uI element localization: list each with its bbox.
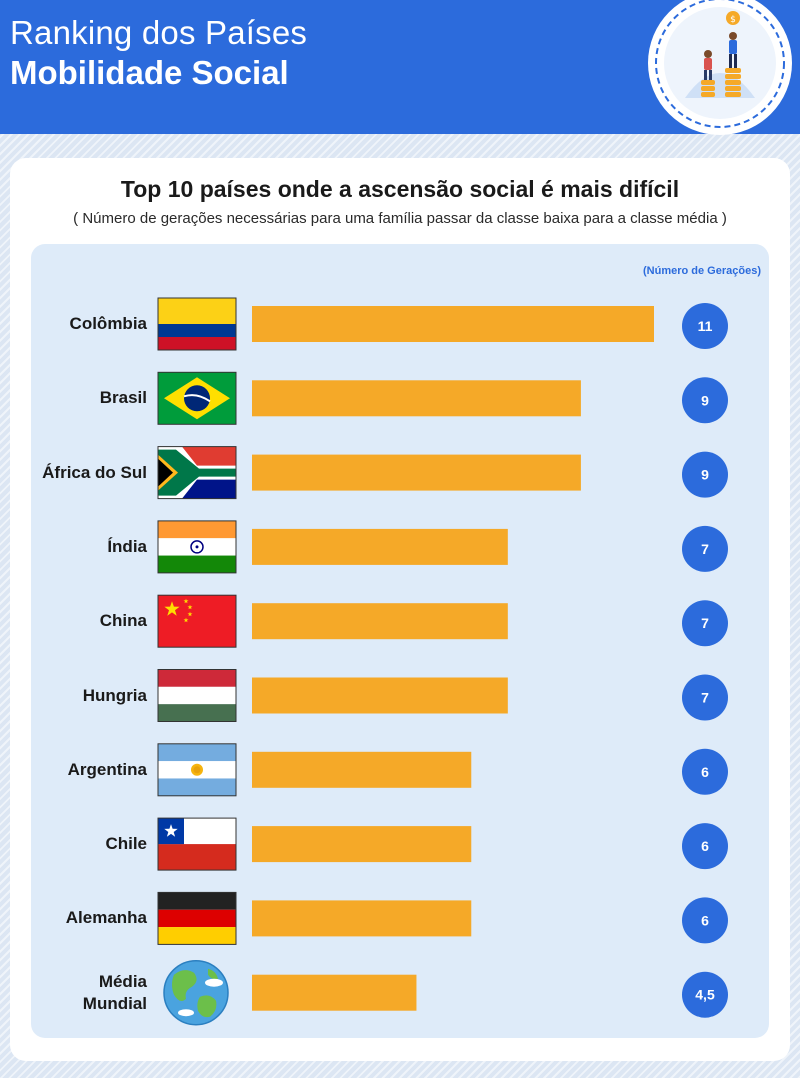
argentina-flag: [157, 743, 237, 797]
value-label: 9: [701, 467, 709, 483]
india-flag: [157, 520, 237, 574]
value-label: 9: [701, 392, 709, 408]
category-label: Colômbia: [69, 314, 147, 333]
bar: [252, 751, 472, 788]
value-circle: [682, 303, 728, 349]
value-label: 7: [701, 541, 709, 557]
category-label: Chile: [105, 834, 147, 854]
value-badge: 11: [682, 303, 728, 349]
value-badge: 9: [682, 451, 728, 498]
value-circle: [682, 897, 728, 944]
value-label: 7: [701, 690, 709, 706]
category-label: Índia: [107, 536, 147, 556]
category-label: Hungria: [82, 685, 147, 705]
value-badge: 6: [682, 823, 728, 870]
value-column-header: (Número de Gerações): [643, 265, 761, 277]
header-banner: Ranking dos Países Mobilidade Social $: [0, 0, 800, 135]
social-mobility-badge-icon: $: [648, 0, 792, 135]
bar: [252, 677, 508, 714]
value-label: 6: [701, 912, 709, 928]
header-subtitle: Mobilidade Social: [10, 54, 289, 91]
colombia-flag: [157, 297, 237, 351]
value-circle: [682, 823, 728, 870]
chart-subtitle: ( Número de gerações necessárias para um…: [73, 210, 727, 227]
globe-icon: [163, 959, 229, 1026]
value-badge: 7: [682, 600, 728, 647]
value-badge: 4,5: [682, 971, 728, 1018]
value-label: 11: [698, 318, 713, 334]
value-circle: [682, 971, 728, 1018]
value-badge: 6: [682, 897, 728, 944]
category-label: China: [99, 611, 147, 631]
hungary-flag: [157, 669, 237, 722]
china-flag: [157, 594, 237, 648]
category-label: Média Mundial: [82, 971, 147, 1013]
value-label: 7: [701, 615, 709, 631]
value-badge: 7: [682, 525, 728, 572]
bar: [252, 454, 581, 491]
value-circle: [682, 674, 728, 721]
category-label: Argentina: [67, 759, 147, 779]
value-circle: [682, 748, 728, 795]
brazil-flag: [157, 371, 237, 425]
category-label: Alemanha: [65, 908, 147, 928]
bar: [252, 603, 508, 640]
chart-title: Top 10 países onde a ascensão social é m…: [120, 176, 680, 202]
category-label: Brasil: [99, 388, 147, 408]
value-badge: 6: [682, 748, 728, 795]
value-label: 6: [701, 764, 709, 780]
value-circle: [682, 377, 728, 424]
bar: [252, 380, 581, 417]
value-circle: [682, 451, 728, 498]
bar: [252, 826, 472, 863]
category-label: África do Sul: [42, 462, 147, 482]
bar: [252, 900, 472, 937]
value-badge: 9: [682, 377, 728, 424]
value-badge: 7: [682, 674, 728, 721]
chile-flag: [157, 817, 237, 871]
bar: [252, 528, 508, 565]
bar: [252, 974, 417, 1011]
svg-text:$: $: [730, 15, 736, 25]
south-africa-flag: [157, 446, 237, 500]
value-circle: [682, 525, 728, 572]
bar: [252, 306, 654, 342]
value-label: 4,5: [695, 987, 715, 1003]
header-title: Ranking dos Países: [10, 14, 308, 51]
germany-flag: [157, 891, 237, 945]
value-circle: [682, 600, 728, 647]
value-label: 6: [701, 838, 709, 854]
